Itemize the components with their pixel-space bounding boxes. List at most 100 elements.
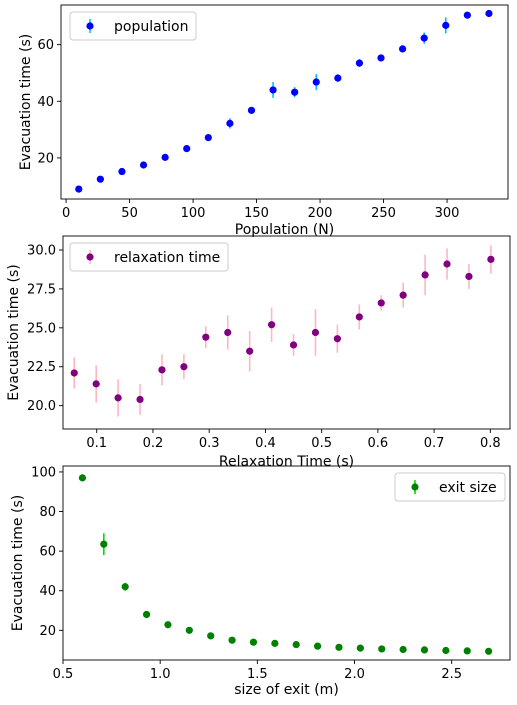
data-point <box>312 78 320 86</box>
chart-3: 0.5 1.0 1.5 2.0 2.5 20 40 60 80 100 size of exit (… <box>10 465 511 698</box>
data-point <box>333 335 341 343</box>
data-point <box>158 366 166 374</box>
data-point <box>114 394 122 402</box>
series-exit-size <box>78 474 493 655</box>
data-point <box>292 640 300 649</box>
y-axis-label: Evacuation time (s) <box>18 34 34 170</box>
legend-label: exit size <box>439 480 497 496</box>
x-axis-label: Population (N) <box>235 222 334 238</box>
plot-frame <box>62 235 511 430</box>
y-tick-label: 20 <box>39 624 56 639</box>
y-tick-label: 20 <box>37 151 54 166</box>
x-tick-label: 0.5 <box>311 436 332 451</box>
x-tick-label: 0.4 <box>255 436 276 451</box>
data-point <box>420 34 428 42</box>
data-point <box>136 395 144 404</box>
data-point <box>100 540 108 548</box>
x-tick-label: 300 <box>435 206 460 221</box>
data-point <box>118 167 126 176</box>
data-point <box>485 9 493 18</box>
data-point <box>398 45 407 53</box>
plot-frame <box>60 4 509 200</box>
y-tick-label: 27.5 <box>27 282 56 297</box>
data-point <box>75 185 83 193</box>
x-tick-label: 0.6 <box>368 436 389 451</box>
data-point <box>226 119 234 127</box>
data-point <box>249 638 258 646</box>
data-point <box>268 321 276 329</box>
data-point <box>139 161 148 169</box>
legend-label: relaxation time <box>114 250 220 266</box>
x-tick-label: 1.0 <box>150 667 171 682</box>
legend-box <box>69 242 229 272</box>
x-tick-label: 2.5 <box>441 667 462 682</box>
chart-1: 0 50 100 150 200 250 300 20 40 60 Population (N) Ev… <box>18 4 509 238</box>
legend: population <box>69 11 197 41</box>
data-point <box>442 21 450 29</box>
x-axis-label: Relaxation Time (s) <box>219 454 354 470</box>
data-point <box>399 291 407 299</box>
data-point <box>269 86 277 94</box>
legend-box <box>69 11 197 41</box>
data-point <box>356 644 364 652</box>
data-point <box>78 474 87 482</box>
y-axis-label: Evacuation time (s) <box>6 264 22 400</box>
series-population <box>75 9 493 193</box>
y-tick-label: 80 <box>39 505 56 520</box>
legend-marker <box>86 22 94 30</box>
data-point <box>207 632 215 640</box>
legend-label: population <box>114 19 189 35</box>
data-point <box>399 645 407 654</box>
data-point <box>313 642 322 650</box>
data-point <box>335 643 343 651</box>
data-point <box>202 333 210 341</box>
y-tick-label: 60 <box>37 38 54 53</box>
data-point <box>228 636 236 644</box>
legend-box <box>394 472 506 502</box>
data-point <box>485 647 493 655</box>
data-point <box>443 260 451 268</box>
legend: relaxation time <box>69 242 229 272</box>
data-point <box>96 175 104 183</box>
y-tick-label: 40 <box>37 95 54 110</box>
x-tick-label: 0.1 <box>86 436 107 451</box>
data-point <box>463 11 471 19</box>
data-point <box>185 626 193 634</box>
plot-frame <box>62 465 511 661</box>
data-point <box>463 647 471 655</box>
data-point <box>378 645 386 653</box>
data-point <box>164 621 172 629</box>
data-point <box>121 583 129 591</box>
x-tick-label: 0.3 <box>199 436 220 451</box>
data-point <box>465 272 473 281</box>
data-point <box>421 271 429 279</box>
x-tick-label: 0.7 <box>424 436 445 451</box>
x-tick-label: 0 <box>62 206 70 221</box>
data-point <box>183 144 191 153</box>
x-tick-label: 200 <box>308 206 333 221</box>
x-tick-label: 0.8 <box>480 436 501 451</box>
data-point <box>161 153 169 161</box>
data-point <box>92 380 100 388</box>
x-tick-label: 100 <box>181 206 206 221</box>
data-point <box>142 610 151 619</box>
x-tick-label: 0.2 <box>143 436 164 451</box>
data-point <box>180 363 188 371</box>
y-tick-label: 25.0 <box>27 321 56 336</box>
data-point <box>355 59 364 67</box>
x-tick-label: 150 <box>244 206 269 221</box>
y-tick-label: 40 <box>39 584 56 599</box>
data-point <box>70 369 78 377</box>
x-tick-label: 50 <box>121 206 138 221</box>
y-tick-label: 100 <box>31 465 56 480</box>
data-point <box>204 133 212 142</box>
data-point <box>377 54 385 62</box>
y-tick-label: 20.0 <box>27 399 56 414</box>
data-point <box>224 328 232 337</box>
x-tick-label: 0.5 <box>53 667 74 682</box>
series-relaxation-time <box>70 245 495 417</box>
x-tick-label: 1.5 <box>247 667 268 682</box>
data-point <box>420 646 429 654</box>
data-point <box>377 299 385 307</box>
